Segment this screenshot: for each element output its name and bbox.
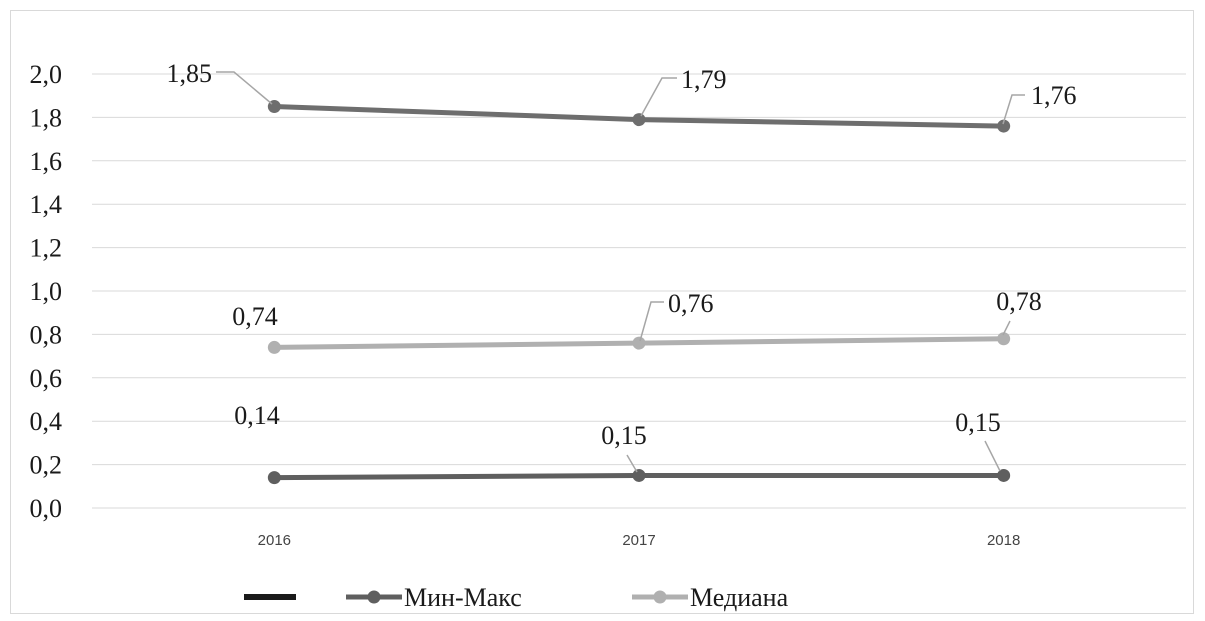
data-label: 0,78 <box>996 287 1042 316</box>
y-tick-label: 1,4 <box>30 190 63 219</box>
legend-marker <box>653 590 667 604</box>
data-point <box>632 336 646 350</box>
y-tick-label: 0,0 <box>30 494 63 523</box>
y-tick-label: 2,0 <box>30 60 63 89</box>
legend-label: Медиана <box>690 583 789 612</box>
leader-line <box>984 440 1001 472</box>
y-tick-label: 1,0 <box>30 277 63 306</box>
x-tick-label: 2016 <box>258 532 291 549</box>
x-tick-label: 2018 <box>987 532 1020 549</box>
data-point <box>267 340 281 354</box>
leader-line <box>639 301 664 342</box>
x-tick-label: 2017 <box>622 532 655 549</box>
leader-line <box>640 77 677 117</box>
legend-label: Мин-Макс <box>404 583 522 612</box>
data-point <box>997 332 1011 346</box>
legend-marker <box>367 590 381 604</box>
chart-frame <box>10 10 1194 614</box>
data-label: 1,85 <box>167 59 213 88</box>
data-label: 1,76 <box>1031 81 1077 110</box>
y-tick-label: 0,6 <box>30 364 63 393</box>
data-label: 0,74 <box>232 302 278 331</box>
data-label: 0,76 <box>668 289 714 318</box>
leader-line <box>1002 320 1011 336</box>
y-tick-label: 1,8 <box>30 103 63 132</box>
data-point <box>632 113 646 127</box>
leader-line <box>626 454 638 473</box>
data-label: 0,15 <box>955 408 1001 437</box>
y-tick-label: 1,2 <box>30 234 63 263</box>
data-label: 0,15 <box>601 421 647 450</box>
leader-line <box>216 71 273 105</box>
data-label: 1,79 <box>681 65 727 94</box>
y-tick-label: 0,4 <box>30 407 63 436</box>
leader-line <box>1002 94 1025 125</box>
data-point <box>632 468 646 482</box>
y-tick-label: 0,8 <box>30 320 63 349</box>
data-label: 0,14 <box>234 401 280 430</box>
data-point <box>997 468 1011 482</box>
data-point <box>997 119 1011 133</box>
data-point <box>267 471 281 485</box>
y-tick-label: 1,6 <box>30 147 63 176</box>
y-tick-label: 0,2 <box>30 451 63 480</box>
